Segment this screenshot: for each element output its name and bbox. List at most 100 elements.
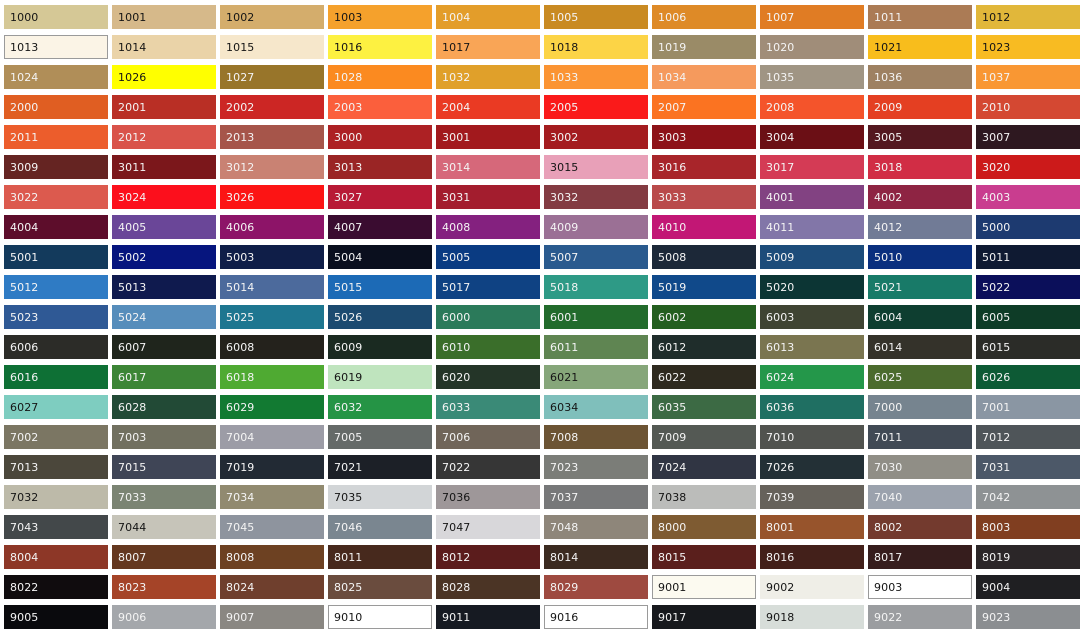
color-swatch-2001: 2001: [112, 95, 216, 119]
color-swatch-7044: 7044: [112, 515, 216, 539]
color-swatch-7035: 7035: [328, 485, 432, 509]
swatch-code-label: 3000: [334, 130, 363, 144]
swatch-code-label: 3001: [442, 130, 471, 144]
swatch-code-label: 5010: [874, 250, 903, 264]
swatch-code-label: 7043: [10, 520, 39, 534]
swatch-code-label: 7004: [226, 430, 255, 444]
color-swatch-7005: 7005: [328, 425, 432, 449]
color-swatch-8017: 8017: [868, 545, 972, 569]
color-swatch-6020: 6020: [436, 365, 540, 389]
color-swatch-5008: 5008: [652, 245, 756, 269]
swatch-code-label: 6021: [550, 370, 579, 384]
swatch-code-label: 6034: [550, 400, 579, 414]
swatch-code-label: 2004: [442, 100, 471, 114]
color-swatch-1002: 1002: [220, 5, 324, 29]
swatch-code-label: 7033: [118, 490, 147, 504]
color-swatch-7015: 7015: [112, 455, 216, 479]
color-swatch-9016: 9016: [544, 605, 648, 629]
color-swatch-7012: 7012: [976, 425, 1080, 449]
color-swatch-8025: 8025: [328, 575, 432, 599]
swatch-code-label: 7008: [550, 430, 579, 444]
color-swatch-3000: 3000: [328, 125, 432, 149]
swatch-code-label: 5008: [658, 250, 687, 264]
color-swatch-3024: 3024: [112, 185, 216, 209]
color-swatch-6000: 6000: [436, 305, 540, 329]
color-swatch-6003: 6003: [760, 305, 864, 329]
color-swatch-3032: 3032: [544, 185, 648, 209]
color-swatch-8028: 8028: [436, 575, 540, 599]
color-swatch-5001: 5001: [4, 245, 108, 269]
color-swatch-5011: 5011: [976, 245, 1080, 269]
color-swatch-6017: 6017: [112, 365, 216, 389]
color-swatch-1035: 1035: [760, 65, 864, 89]
color-swatch-7019: 7019: [220, 455, 324, 479]
color-swatch-9005: 9005: [4, 605, 108, 629]
swatch-code-label: 6035: [658, 400, 687, 414]
swatch-code-label: 2009: [874, 100, 903, 114]
swatch-code-label: 4006: [226, 220, 255, 234]
color-swatch-1016: 1016: [328, 35, 432, 59]
color-swatch-7011: 7011: [868, 425, 972, 449]
swatch-code-label: 5002: [118, 250, 147, 264]
color-swatch-8004: 8004: [4, 545, 108, 569]
swatch-code-label: 6025: [874, 370, 903, 384]
color-swatch-9022: 9022: [868, 605, 972, 629]
swatch-code-label: 1016: [334, 40, 363, 54]
swatch-code-label: 1028: [334, 70, 363, 84]
color-swatch-7030: 7030: [868, 455, 972, 479]
swatch-code-label: 1004: [442, 10, 471, 24]
swatch-code-label: 6024: [766, 370, 795, 384]
swatch-code-label: 5003: [226, 250, 255, 264]
swatch-code-label: 6003: [766, 310, 795, 324]
swatch-code-label: 3022: [10, 190, 39, 204]
color-swatch-9001: 9001: [652, 575, 756, 599]
swatch-code-label: 8014: [550, 550, 579, 564]
swatch-code-label: 5000: [982, 220, 1011, 234]
swatch-code-label: 1020: [766, 40, 795, 54]
color-swatch-5004: 5004: [328, 245, 432, 269]
color-swatch-6034: 6034: [544, 395, 648, 419]
color-swatch-6036: 6036: [760, 395, 864, 419]
swatch-code-label: 1003: [334, 10, 363, 24]
color-swatch-9003: 9003: [868, 575, 972, 599]
color-swatch-9023: 9023: [976, 605, 1080, 629]
swatch-code-label: 1007: [766, 10, 795, 24]
swatch-code-label: 8029: [550, 580, 579, 594]
color-swatch-5013: 5013: [112, 275, 216, 299]
color-swatch-7003: 7003: [112, 425, 216, 449]
color-swatch-8003: 8003: [976, 515, 1080, 539]
color-swatch-7039: 7039: [760, 485, 864, 509]
color-swatch-6019: 6019: [328, 365, 432, 389]
color-swatch-8002: 8002: [868, 515, 972, 539]
swatch-code-label: 5013: [118, 280, 147, 294]
swatch-code-label: 7021: [334, 460, 363, 474]
swatch-code-label: 7038: [658, 490, 687, 504]
color-swatch-1018: 1018: [544, 35, 648, 59]
swatch-code-label: 4009: [550, 220, 579, 234]
color-swatch-2013: 2013: [220, 125, 324, 149]
color-swatch-2012: 2012: [112, 125, 216, 149]
swatch-code-label: 2005: [550, 100, 579, 114]
color-swatch-8015: 8015: [652, 545, 756, 569]
swatch-code-label: 3009: [10, 160, 39, 174]
swatch-code-label: 7002: [10, 430, 39, 444]
swatch-code-label: 2000: [10, 100, 39, 114]
color-swatch-6007: 6007: [112, 335, 216, 359]
swatch-code-label: 6015: [982, 340, 1011, 354]
color-swatch-4012: 4012: [868, 215, 972, 239]
swatch-code-label: 1017: [442, 40, 471, 54]
color-swatch-6014: 6014: [868, 335, 972, 359]
color-swatch-5019: 5019: [652, 275, 756, 299]
swatch-code-label: 3013: [334, 160, 363, 174]
swatch-code-label: 2012: [118, 130, 147, 144]
swatch-code-label: 7023: [550, 460, 579, 474]
color-swatch-7004: 7004: [220, 425, 324, 449]
color-swatch-8011: 8011: [328, 545, 432, 569]
color-swatch-4011: 4011: [760, 215, 864, 239]
color-swatch-1026: 1026: [112, 65, 216, 89]
color-swatch-8008: 8008: [220, 545, 324, 569]
swatch-code-label: 2013: [226, 130, 255, 144]
color-swatch-1017: 1017: [436, 35, 540, 59]
color-swatch-4008: 4008: [436, 215, 540, 239]
color-swatch-5012: 5012: [4, 275, 108, 299]
